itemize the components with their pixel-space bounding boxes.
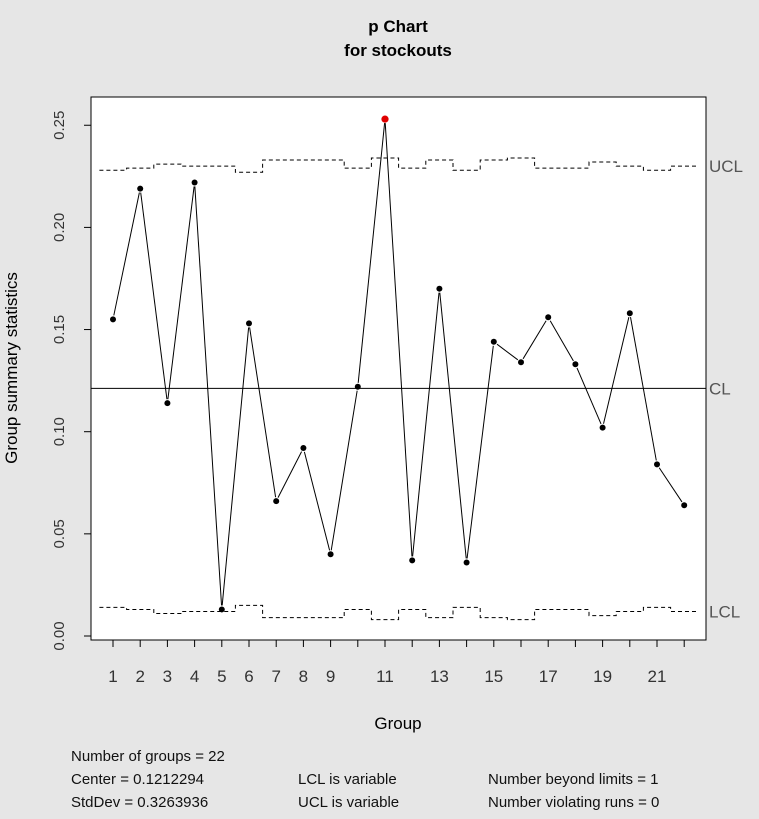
data-point: [626, 310, 633, 317]
data-line-segment: [496, 343, 519, 361]
data-line-segment: [277, 451, 303, 498]
x-tick-label: 1: [108, 667, 117, 686]
y-tick-label: 0.20: [51, 213, 68, 242]
lcl-line: [99, 604, 698, 621]
data-line-segment: [630, 317, 657, 461]
data-line-segment: [249, 327, 277, 498]
x-tick-label: 6: [244, 667, 253, 686]
stat-lcl-variable: LCL is variable: [298, 771, 397, 788]
data-line-segment: [522, 320, 547, 360]
chart-subtitle: for stockouts: [344, 41, 452, 60]
data-line-segment: [194, 186, 223, 606]
data-point: [218, 606, 225, 613]
stat-number-of-groups: Number of groups = 22: [71, 748, 225, 765]
data-point: [572, 361, 579, 368]
data-line-segment: [603, 316, 630, 424]
data-point: [273, 498, 280, 505]
lcl-label: LCL: [709, 602, 740, 621]
data-point: [164, 400, 171, 407]
stat-beyond-limits: Number beyond limits = 1: [488, 771, 659, 788]
data-line-segment: [439, 292, 467, 559]
data-line-segment: [412, 292, 440, 557]
x-tick-label: 4: [190, 667, 199, 686]
y-tick-label: 0.25: [51, 111, 68, 140]
data-line-segment: [658, 467, 683, 503]
data-point: [463, 559, 470, 566]
stat-violating-runs: Number violating runs = 0: [488, 794, 660, 811]
chart-title: p Chart: [368, 17, 428, 36]
data-line-segment: [357, 123, 386, 383]
data-line-segment: [576, 367, 602, 425]
data-point-beyond-limits: [381, 115, 389, 123]
data-point: [300, 445, 307, 452]
data-line-segment: [221, 327, 250, 606]
data-point: [599, 424, 606, 431]
y-tick-label: 0.10: [51, 417, 68, 446]
ucl-line: [99, 157, 698, 173]
x-tick-label: 2: [135, 667, 144, 686]
data-point: [545, 314, 552, 321]
x-tick-label: 19: [593, 667, 612, 686]
plot-area: [90, 96, 707, 641]
y-axis-label: Group summary statistics: [2, 272, 21, 464]
y-tick-label: 0.00: [51, 621, 68, 650]
x-axis-label: Group: [374, 714, 421, 733]
x-tick-label: 17: [539, 667, 558, 686]
y-tick-label: 0.15: [51, 315, 68, 344]
stat-stddev: StdDev = 0.3263936: [71, 794, 209, 811]
data-point: [436, 285, 443, 292]
x-tick-label: 13: [430, 667, 449, 686]
stat-center: Center = 0.1212294: [71, 771, 205, 788]
data-point: [354, 383, 361, 390]
data-point: [490, 338, 497, 345]
x-tick-label: 8: [299, 667, 308, 686]
x-tick-label: 9: [326, 667, 335, 686]
data-line-segment: [113, 192, 140, 316]
data-point: [518, 359, 524, 366]
x-tick-label: 21: [648, 667, 667, 686]
data-point: [137, 185, 144, 192]
data-point: [246, 320, 252, 327]
x-tick-label: 5: [217, 667, 226, 686]
data-line-segment: [466, 345, 494, 559]
data-line-segment: [303, 451, 331, 551]
y-tick-label: 0.05: [51, 519, 68, 548]
data-line-segment: [330, 390, 358, 551]
data-point: [191, 179, 198, 186]
data-line-segment: [167, 186, 195, 400]
x-tick-label: 11: [376, 667, 394, 686]
stat-ucl-variable: UCL is variable: [298, 794, 400, 811]
x-tick-label: 7: [271, 667, 280, 686]
data-line-segment: [140, 192, 168, 400]
data-line-segment: [549, 320, 574, 362]
data-point: [327, 551, 334, 558]
x-tick-label: 15: [484, 667, 503, 686]
cl-label: CL: [709, 379, 731, 398]
x-tick-label: 3: [163, 667, 172, 686]
ucl-label: UCL: [709, 157, 743, 176]
data-line-segment: [384, 123, 413, 557]
data-point: [110, 316, 116, 323]
data-point: [654, 461, 660, 468]
data-point: [409, 557, 416, 564]
data-point: [681, 502, 688, 509]
